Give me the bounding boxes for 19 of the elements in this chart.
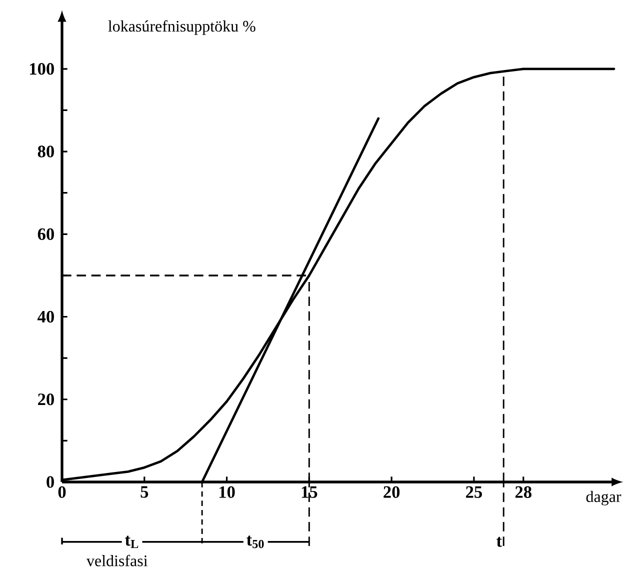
x-tick-label: 25 [466,486,482,498]
ref-line-label: t [496,536,502,547]
x-tick-label: 5 [140,486,148,498]
y-tick-label: 60 [38,228,54,240]
y-tick-label: 0 [46,476,54,488]
x-axis-title: dagar [586,490,622,506]
x-tick-label: 15 [302,486,318,498]
y-tick-label: 20 [38,394,54,406]
x-tick-label: 28 [515,486,532,498]
text: t$_{L}$ [125,536,138,548]
y-tick-label: 40 [38,310,54,323]
text: veldisfasi [86,554,148,566]
x-tick-label: 20 [384,486,400,498]
x-tick-label: 10 [219,486,235,498]
x-tick-label: 0 [58,486,66,498]
y-axis-title: lokasúrefnisupptöku % [108,20,256,35]
text: t$_{50}$ [246,536,264,548]
y-tick-label: 100 [30,63,54,75]
y-tick-label: 80 [38,146,54,158]
